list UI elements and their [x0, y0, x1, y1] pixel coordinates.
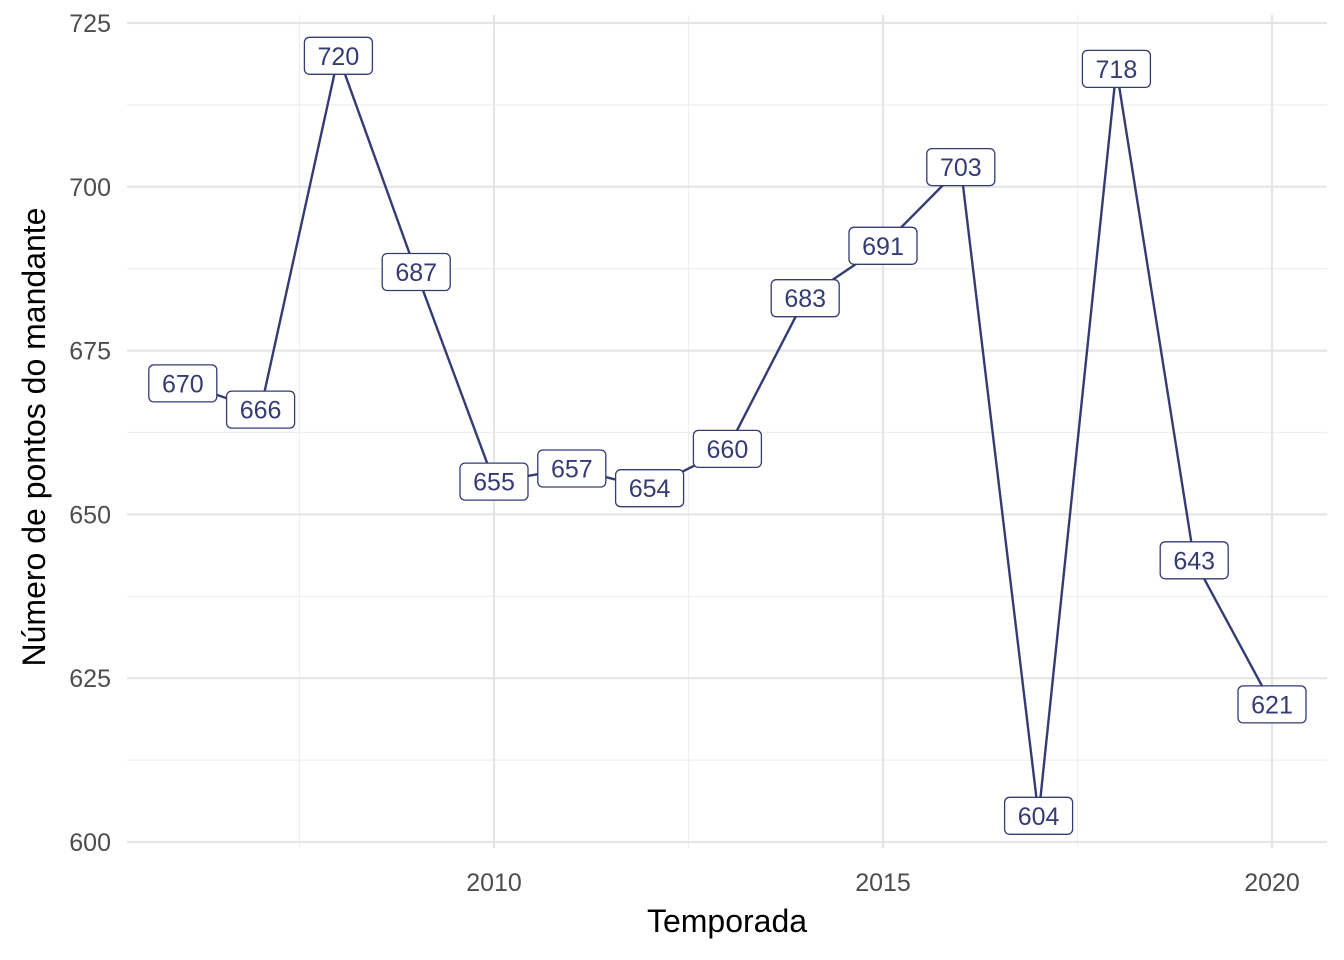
data-label-box	[614, 469, 685, 508]
data-label: 687	[381, 252, 451, 292]
data-label: 643	[1159, 541, 1229, 580]
data-label: 670	[148, 364, 218, 403]
data-label-value: 654	[629, 475, 671, 503]
data-label-value: 720	[318, 43, 360, 71]
data-label: 720	[303, 36, 374, 75]
data-label-box	[537, 449, 607, 488]
data-label-value: 655	[473, 469, 515, 497]
data-label-box	[1081, 49, 1152, 89]
data-label-value: 687	[395, 259, 437, 287]
y-axis-ticks: 600 625 650 675 700 725	[69, 10, 111, 857]
data-label: 660	[692, 429, 763, 469]
data-label-box	[303, 36, 374, 75]
data-label-box	[692, 429, 763, 469]
data-label-box	[225, 390, 296, 429]
data-label: 654	[614, 469, 685, 508]
x-tick-label: 2010	[466, 869, 522, 897]
data-label-box	[1237, 685, 1307, 724]
data-label-value: 657	[551, 456, 593, 484]
y-tick-label: 625	[69, 665, 111, 693]
data-label: 718	[1081, 49, 1152, 89]
data-label-value: 703	[940, 154, 982, 182]
data-label-value: 670	[162, 370, 204, 398]
data-label-box	[459, 462, 529, 501]
data-label-value: 718	[1096, 56, 1138, 84]
grid	[127, 15, 1327, 848]
x-tick-label: 2020	[1244, 869, 1300, 897]
y-tick-label: 700	[69, 174, 111, 202]
data-label-box	[926, 147, 996, 187]
data-label: 657	[537, 449, 607, 488]
data-label-value: 660	[707, 436, 749, 464]
data-labels: 670 666 720 687 655 657 654 660 683 691 703 604 718 6…	[148, 36, 1307, 835]
data-label-box	[848, 226, 918, 265]
data-label-value: 604	[1018, 803, 1060, 831]
data-label-box	[381, 252, 451, 292]
data-label: 604	[1003, 796, 1074, 835]
x-axis-ticks: 2010 2015 2020	[466, 869, 1300, 897]
data-label: 621	[1237, 685, 1307, 724]
data-label: 666	[225, 390, 296, 429]
data-label-box	[148, 364, 218, 403]
data-label: 655	[459, 462, 529, 501]
y-axis-title: Número de pontos do mandante	[16, 208, 52, 667]
data-label-value: 621	[1251, 691, 1293, 719]
data-label-value: 643	[1173, 547, 1215, 575]
data-label-value: 683	[784, 285, 826, 313]
y-tick-label: 650	[69, 501, 111, 529]
data-label: 691	[848, 226, 918, 265]
y-tick-label: 600	[69, 829, 111, 857]
y-tick-label: 725	[69, 10, 111, 38]
data-label-value: 691	[862, 233, 904, 261]
data-label: 683	[770, 279, 840, 318]
data-label-box	[1159, 541, 1229, 580]
data-label-box	[1003, 796, 1074, 835]
data-label: 703	[926, 147, 996, 187]
data-label-box	[770, 279, 840, 318]
data-label-value: 666	[240, 397, 282, 425]
y-tick-label: 675	[69, 338, 111, 366]
x-axis-title: Temporada	[647, 903, 807, 939]
x-tick-label: 2015	[855, 869, 911, 897]
